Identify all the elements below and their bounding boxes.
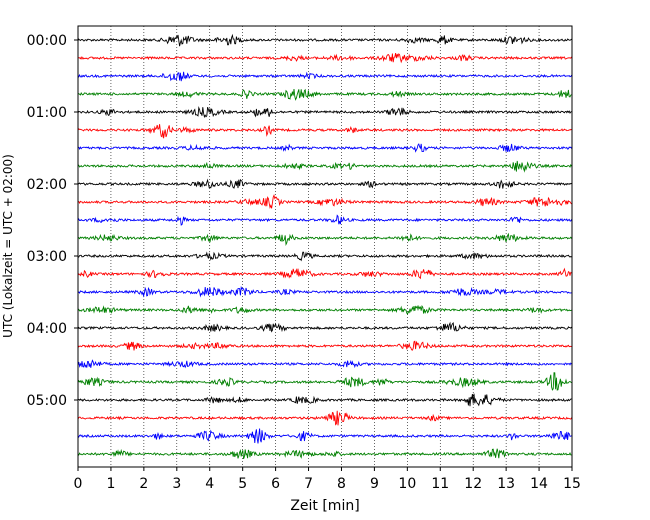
trace-0030	[77, 71, 572, 82]
x-tick-label: 6	[271, 476, 280, 492]
x-tick-label: 12	[464, 476, 482, 492]
y-tick-label: 04:00	[27, 321, 67, 337]
trace-0530	[77, 428, 572, 444]
trace-0315	[77, 267, 572, 280]
trace-0400	[77, 321, 572, 333]
trace-0230	[77, 214, 573, 226]
trace-0100	[77, 106, 572, 119]
y-tick-label: 00:00	[27, 33, 67, 49]
trace-0015	[77, 53, 572, 64]
x-tick-label: 0	[74, 476, 83, 492]
x-tick-label: 13	[497, 476, 515, 492]
trace-0245	[77, 232, 572, 247]
y-axis-label: UTC (Lokalzeit = UTC + 02:00)	[1, 154, 15, 338]
trace-0445	[77, 372, 572, 391]
trace-0200	[77, 178, 572, 189]
y-axis-ticks: 00:00 01:00 02:00 03:00 04:00 05:00	[27, 33, 78, 409]
x-tick-label: 3	[172, 476, 181, 492]
trace-0145	[77, 160, 572, 173]
trace-0300	[77, 251, 572, 262]
y-tick-label: 02:00	[27, 177, 67, 193]
trace-0330	[77, 285, 572, 298]
trace-0345	[77, 304, 572, 315]
x-tick-label: 4	[205, 476, 214, 492]
plot-frame	[77, 25, 573, 468]
y-tick-label: 03:00	[27, 249, 67, 265]
x-tick-label: 2	[139, 476, 148, 492]
x-tick-label: 11	[431, 476, 449, 492]
seismic-traces	[77, 33, 573, 460]
x-tick-label: 7	[304, 476, 313, 492]
x-tick-label: 10	[398, 476, 416, 492]
x-axis-label: Zeit [min]	[290, 498, 359, 514]
trace-0430	[77, 359, 572, 369]
trace-0130	[77, 143, 572, 153]
x-tick-label: 15	[563, 476, 581, 492]
trace-0515	[77, 410, 572, 426]
trace-0000	[77, 33, 572, 47]
trace-0500	[77, 393, 572, 407]
y-tick-label: 05:00	[27, 393, 67, 409]
trace-0115	[77, 124, 572, 139]
trace-0045	[77, 88, 572, 101]
trace-0545	[77, 448, 572, 460]
x-tick-label: 9	[370, 476, 379, 492]
x-tick-label: 5	[238, 476, 247, 492]
trace-0215	[77, 193, 572, 209]
x-axis-ticks: 0 1 2 3 4 5 6 7 8 9 10 11 12 13 14 15	[74, 467, 581, 492]
y-tick-label: 01:00	[27, 105, 67, 121]
x-tick-label: 14	[530, 476, 548, 492]
x-tick-label: 8	[337, 476, 346, 492]
x-tick-label: 1	[106, 476, 115, 492]
trace-0415	[77, 340, 572, 351]
